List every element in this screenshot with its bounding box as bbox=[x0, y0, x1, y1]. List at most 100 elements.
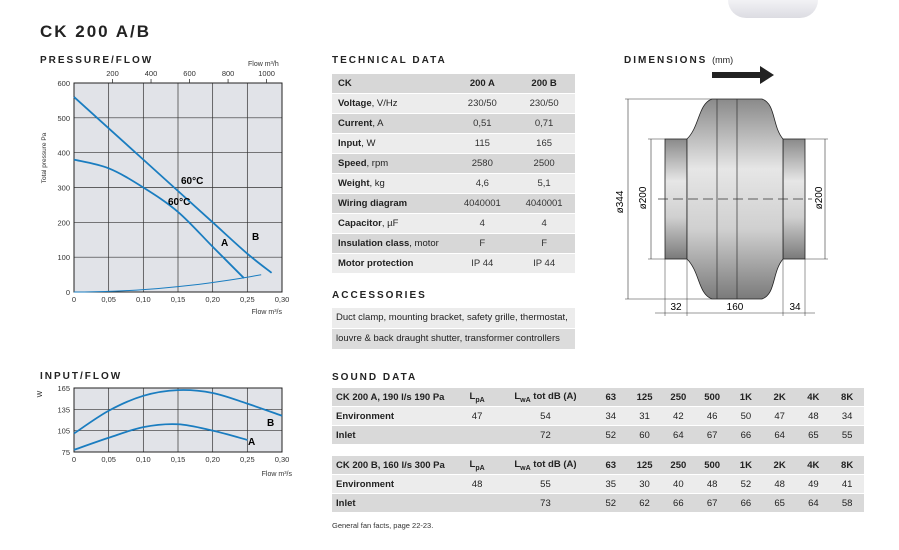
band-header: 4K bbox=[796, 455, 831, 475]
input-flow-heading: INPUT/FLOW bbox=[40, 371, 123, 382]
y-tick-label: 500 bbox=[57, 114, 70, 123]
y-tick-label: 100 bbox=[57, 253, 70, 262]
row-label: Weight, kg bbox=[332, 173, 452, 194]
band-header: 8K bbox=[830, 388, 864, 407]
band-value: 52 bbox=[593, 425, 628, 445]
curve-label-a: A bbox=[248, 437, 255, 448]
y-tick-label: 200 bbox=[57, 218, 70, 227]
band-value: 34 bbox=[830, 406, 864, 426]
band-value: 52 bbox=[593, 493, 628, 513]
x-axis-label: Flow m³/s bbox=[252, 309, 283, 316]
table-row: Speed, rpm 2580 2500 bbox=[332, 153, 575, 174]
band-header: 4K bbox=[796, 388, 831, 407]
ticks: 0 0,05 0,10 0,15 0,20 0,25 0,30 0 100 200 300 400 50… bbox=[57, 69, 289, 304]
row-label: Capacitor, µF bbox=[332, 213, 452, 234]
band-header: 1K bbox=[729, 455, 763, 475]
length-right-label: 34 bbox=[789, 302, 801, 313]
block-title: CK 200 B, 160 l/s 300 Pa bbox=[332, 455, 458, 475]
lwa-header: LwA tot dB (A) bbox=[496, 455, 594, 475]
accessories-heading: ACCESSORIES bbox=[332, 290, 427, 301]
band-value: 66 bbox=[661, 493, 696, 513]
band-value: 49 bbox=[796, 474, 831, 494]
value-200b: 2500 bbox=[513, 153, 575, 174]
band-value: 31 bbox=[627, 406, 662, 426]
accessories-line: Duct clamp, mounting bracket, safety gri… bbox=[332, 308, 575, 329]
x-tick-label: 0 bbox=[72, 295, 76, 304]
band-header: 1K bbox=[729, 388, 763, 407]
band-value: 42 bbox=[661, 406, 696, 426]
row-label: Insulation class, motor bbox=[332, 233, 452, 254]
band-value: 65 bbox=[796, 425, 831, 445]
y-tick-label: 105 bbox=[57, 427, 70, 436]
value-200a: 4 bbox=[451, 213, 514, 234]
band-value: 34 bbox=[593, 406, 628, 426]
band-value: 30 bbox=[627, 474, 662, 494]
band-value: 48 bbox=[762, 474, 797, 494]
outer-diameter-label: ø344 bbox=[615, 190, 626, 213]
fan-photo-fragment bbox=[728, 0, 818, 18]
x-tick-label: 0 bbox=[72, 455, 76, 464]
value-200b: 4 bbox=[513, 213, 575, 234]
lpa-value: 48 bbox=[457, 474, 497, 494]
band-value: 55 bbox=[830, 425, 864, 445]
dimensions-heading: DIMENSIONS (mm) bbox=[624, 55, 733, 66]
series bbox=[73, 96, 273, 293]
band-value: 60 bbox=[627, 425, 662, 445]
x-tick-label: 0,30 bbox=[275, 295, 290, 304]
band-value: 67 bbox=[695, 425, 730, 445]
band-value: 64 bbox=[661, 425, 696, 445]
footnote: General fan facts, page 22-23. bbox=[332, 521, 434, 530]
sound-data-heading: SOUND DATA bbox=[332, 372, 418, 383]
band-value: 62 bbox=[627, 493, 662, 513]
table-row: Wiring diagram 4040001 4040001 bbox=[332, 193, 575, 214]
table-row: Inlet 72 52 60 64 67 66 64 65 55 bbox=[332, 425, 864, 445]
tot-value: 72 bbox=[496, 425, 594, 445]
band-header: 500 bbox=[695, 388, 730, 407]
lpa-value: 47 bbox=[457, 406, 497, 426]
band-header: 2K bbox=[762, 388, 797, 407]
x-tick-label: 0,05 bbox=[101, 295, 116, 304]
y-tick-label: 300 bbox=[57, 184, 70, 193]
series-line-b bbox=[73, 389, 283, 435]
page-title: CK 200 A/B bbox=[40, 22, 152, 41]
tot-value: 73 bbox=[496, 493, 594, 513]
dimensions-title: DIMENSIONS bbox=[624, 55, 708, 66]
plot-frame bbox=[73, 387, 283, 453]
ticks: 0 0,05 0,10 0,15 0,20 0,25 0,30 75 105 135 165 bbox=[57, 384, 289, 464]
x-tick-label: 0,25 bbox=[240, 295, 255, 304]
x-tick-label: 0,10 bbox=[136, 455, 151, 464]
band-header: 2K bbox=[762, 455, 797, 475]
header-200b: 200 B bbox=[513, 74, 575, 94]
band-value: 67 bbox=[695, 493, 730, 513]
outlet-diameter-label: ø200 bbox=[814, 186, 825, 209]
dimensions-unit: (mm) bbox=[712, 55, 734, 65]
band-value: 64 bbox=[796, 493, 831, 513]
length-mid-label: 160 bbox=[727, 302, 744, 313]
input-flow-chart: 0 0,05 0,10 0,15 0,20 0,25 0,30 75 105 135 165 W F… bbox=[37, 384, 292, 478]
row-label: Motor protection bbox=[332, 253, 452, 274]
row-label: Current, A bbox=[332, 113, 452, 134]
x-tick-label: 0,30 bbox=[275, 455, 290, 464]
lpa-value bbox=[457, 493, 497, 513]
value-200b: 4040001 bbox=[513, 193, 575, 214]
row-label: Inlet bbox=[332, 425, 458, 445]
table-row: Insulation class, motor F F bbox=[332, 233, 575, 254]
table-row: Motor protection IP 44 IP 44 bbox=[332, 253, 575, 274]
band-header: 250 bbox=[661, 388, 696, 407]
table-row: Inlet 73 52 62 66 67 66 65 64 58 bbox=[332, 493, 864, 513]
tot-value: 54 bbox=[496, 406, 594, 426]
pressure-flow-heading: PRESSURE/FLOW bbox=[40, 55, 154, 66]
band-header: 63 bbox=[593, 455, 628, 475]
band-value: 46 bbox=[695, 406, 730, 426]
technical-data-heading: TECHNICAL DATA bbox=[332, 55, 447, 66]
series-line-b bbox=[73, 96, 273, 274]
value-200a: 0,51 bbox=[451, 113, 514, 134]
value-200a: 230/50 bbox=[451, 93, 514, 114]
plot-frame bbox=[73, 82, 283, 293]
annotation-60c-a: 60°C bbox=[168, 197, 190, 208]
y-tick-label: 165 bbox=[57, 384, 70, 393]
band-header: 500 bbox=[695, 455, 730, 475]
band-value: 47 bbox=[762, 406, 797, 426]
row-label: Environment bbox=[332, 406, 458, 426]
x-tick-label: 0,15 bbox=[171, 455, 186, 464]
